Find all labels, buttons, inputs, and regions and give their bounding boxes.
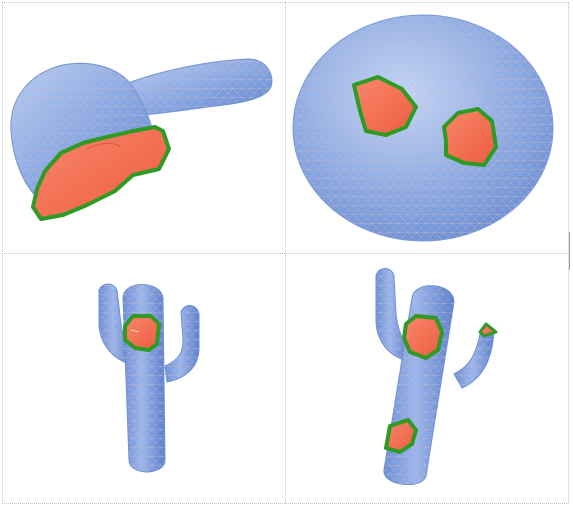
- panel-cap: [3, 3, 286, 253]
- highlight-region: [478, 322, 498, 338]
- panel-cactus: [3, 254, 286, 504]
- highlight-region: [402, 314, 444, 360]
- highlight-region: [123, 314, 161, 352]
- ellipsoid-mesh: [292, 14, 554, 242]
- highlight-region: [31, 125, 171, 221]
- edge-tick: [569, 232, 570, 270]
- cactus-tilted-mesh: [375, 268, 498, 486]
- horizontal-divider: [2, 253, 569, 254]
- highlight-region: [384, 418, 418, 454]
- cactus-mesh: [98, 283, 200, 473]
- highlight-region: [442, 107, 498, 167]
- panel-ellipsoid: [286, 3, 569, 253]
- highlight-region: [352, 75, 418, 137]
- cap-mesh: [10, 58, 273, 221]
- panel-cactus-tilted: [286, 254, 569, 504]
